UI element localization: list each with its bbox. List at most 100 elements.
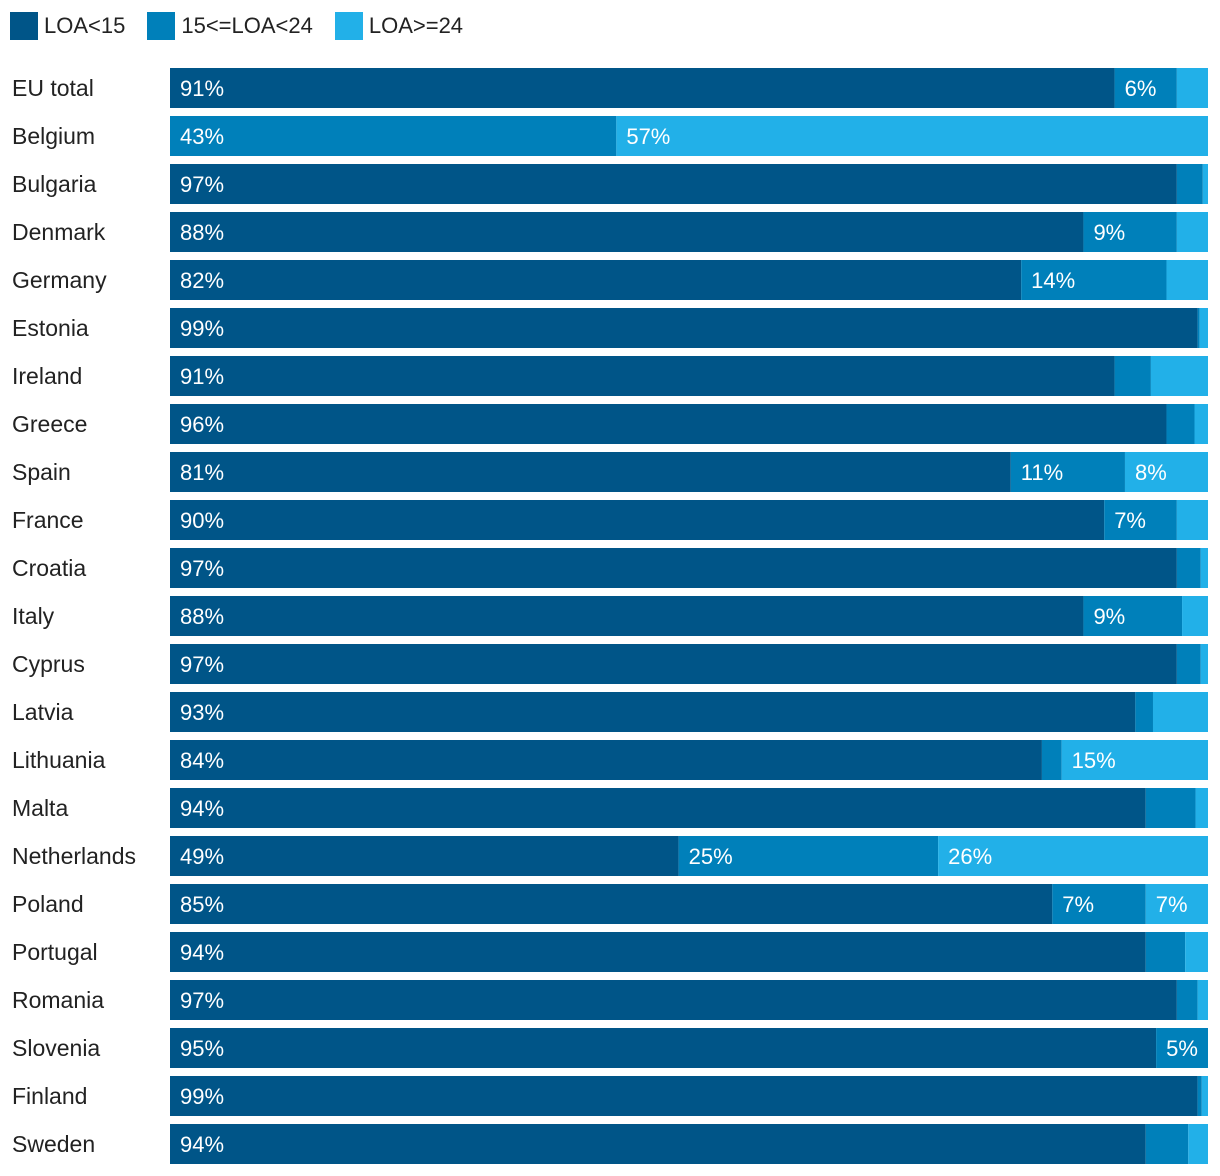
bar-segment-sweden-loa-24-plus: [1188, 1124, 1208, 1164]
data-label-eu-total-loa-15-to-24: 6%: [1125, 76, 1157, 101]
data-label-sweden-loa-under-15: 94%: [180, 1132, 224, 1157]
data-label-cyprus-loa-under-15: 97%: [180, 652, 224, 677]
data-label-croatia-loa-under-15: 97%: [180, 556, 224, 581]
category-label-romania: Romania: [12, 987, 104, 1013]
category-label-eu-total: EU total: [12, 75, 94, 101]
data-label-eu-total-loa-under-15: 91%: [180, 76, 224, 101]
data-label-portugal-loa-under-15: 94%: [180, 940, 224, 965]
category-label-bulgaria: Bulgaria: [12, 171, 97, 197]
bar-segment-latvia-loa-24-plus: [1152, 692, 1208, 732]
data-label-poland-loa-under-15: 85%: [180, 892, 224, 917]
bar-segment-eu-total-loa-under-15: [170, 68, 1115, 108]
category-label-greece: Greece: [12, 411, 87, 437]
data-label-romania-loa-under-15: 97%: [180, 988, 224, 1013]
bar-segment-malta-loa-15-to-24: [1145, 788, 1196, 828]
data-label-finland-loa-under-15: 99%: [180, 1084, 224, 1109]
category-label-malta: Malta: [12, 795, 68, 821]
category-label-finland: Finland: [12, 1083, 87, 1109]
bar-segment-poland-loa-15-to-24: [1052, 884, 1146, 924]
data-label-lithuania-loa-24-plus: 15%: [1072, 748, 1116, 773]
legend-swatch-loa-under-15: [10, 12, 38, 40]
data-label-belgium-loa-24-plus: 57%: [626, 124, 670, 149]
bar-segment-bulgaria-loa-24-plus: [1202, 164, 1208, 204]
bar-segment-latvia-loa-under-15: [170, 692, 1136, 732]
data-label-malta-loa-under-15: 94%: [180, 796, 224, 821]
bar-segment-romania-loa-24-plus: [1197, 980, 1208, 1020]
legend-swatch-loa-15-to-24: [147, 12, 176, 40]
bar-segment-netherlands-loa-24-plus: [938, 836, 1208, 876]
category-label-germany: Germany: [12, 267, 107, 293]
legend-item-loa-15-to-24: 15<=LOA<24: [147, 12, 313, 40]
data-label-denmark-loa-15-to-24: 9%: [1093, 220, 1125, 245]
data-label-greece-loa-under-15: 96%: [180, 412, 224, 437]
bar-segment-spain-loa-under-15: [170, 452, 1011, 492]
bar-segment-denmark-loa-15-to-24: [1083, 212, 1177, 252]
bar-segment-latvia-loa-15-to-24: [1135, 692, 1153, 732]
bar-segment-italy-loa-24-plus: [1182, 596, 1208, 636]
bar-segment-eu-total-loa-24-plus: [1176, 68, 1208, 108]
category-label-belgium: Belgium: [12, 123, 95, 149]
legend-label-loa-15-to-24: 15<=LOA<24: [181, 13, 313, 38]
bar-segment-france-loa-under-15: [170, 500, 1105, 540]
data-label-slovenia-loa-15-to-24: 5%: [1166, 1036, 1198, 1061]
bar-segment-romania-loa-under-15: [170, 980, 1177, 1020]
legend-label-loa-24-plus: LOA>=24: [368, 13, 464, 38]
data-label-ireland-loa-under-15: 91%: [180, 364, 224, 389]
bar-segment-finland-loa-under-15: [170, 1076, 1198, 1116]
category-label-lithuania: Lithuania: [12, 747, 106, 773]
bar-segment-croatia-loa-24-plus: [1200, 548, 1208, 588]
category-label-ireland: Ireland: [12, 363, 82, 389]
data-label-belgium-loa-15-to-24: 43%: [180, 124, 224, 149]
bar-segment-belgium-loa-24-plus: [616, 116, 1208, 156]
data-label-france-loa-under-15: 90%: [180, 508, 224, 533]
data-label-latvia-loa-under-15: 93%: [180, 700, 224, 725]
bar-segment-eu-total-loa-15-to-24: [1114, 68, 1177, 108]
bar-segment-greece-loa-15-to-24: [1166, 404, 1195, 444]
category-label-netherlands: Netherlands: [12, 843, 136, 869]
bar-segment-cyprus-loa-15-to-24: [1176, 644, 1201, 684]
bar-segment-spain-loa-15-to-24: [1010, 452, 1125, 492]
bar-segment-sweden-loa-under-15: [170, 1124, 1146, 1164]
category-label-estonia: Estonia: [12, 315, 89, 341]
bar-segment-italy-loa-15-to-24: [1083, 596, 1183, 636]
data-label-bulgaria-loa-under-15: 97%: [180, 172, 224, 197]
data-label-netherlands-loa-under-15: 49%: [180, 844, 224, 869]
category-label-spain: Spain: [12, 459, 71, 485]
category-label-portugal: Portugal: [12, 939, 98, 965]
legend-label-loa-under-15: LOA<15: [44, 13, 126, 38]
bar-segment-slovenia-loa-under-15: [170, 1028, 1157, 1068]
category-label-sweden: Sweden: [12, 1131, 95, 1157]
bar-segment-denmark-loa-24-plus: [1176, 212, 1208, 252]
bar-segment-sweden-loa-15-to-24: [1145, 1124, 1189, 1164]
bar-segment-estonia-loa-15-to-24: [1197, 308, 1200, 348]
bar-segment-germany-loa-under-15: [170, 260, 1022, 300]
data-label-germany-loa-15-to-24: 14%: [1031, 268, 1075, 293]
data-label-spain-loa-under-15: 81%: [180, 460, 224, 485]
bar-segment-cyprus-loa-24-plus: [1200, 644, 1208, 684]
data-label-poland-loa-15-to-24: 7%: [1062, 892, 1094, 917]
bar-segment-bulgaria-loa-under-15: [170, 164, 1177, 204]
bar-segment-greece-loa-under-15: [170, 404, 1167, 444]
data-label-spain-loa-24-plus: 8%: [1135, 460, 1167, 485]
bar-segment-ireland-loa-under-15: [170, 356, 1115, 396]
bar-segment-france-loa-15-to-24: [1104, 500, 1177, 540]
category-label-cyprus: Cyprus: [12, 651, 85, 677]
bar-segment-ireland-loa-15-to-24: [1114, 356, 1151, 396]
bar-segment-denmark-loa-under-15: [170, 212, 1084, 252]
category-label-denmark: Denmark: [12, 219, 106, 245]
data-label-netherlands-loa-24-plus: 26%: [948, 844, 992, 869]
legend-item-loa-under-15: LOA<15: [10, 12, 125, 40]
bar-segment-finland-loa-15-to-24: [1197, 1076, 1202, 1116]
data-label-netherlands-loa-15-to-24: 25%: [689, 844, 733, 869]
bar-segment-belgium-loa-15-to-24: [170, 116, 617, 156]
bar-segment-portugal-loa-24-plus: [1185, 932, 1208, 972]
bar-segment-malta-loa-24-plus: [1195, 788, 1208, 828]
data-label-italy-loa-15-to-24: 9%: [1093, 604, 1125, 629]
legend-swatch-loa-24-plus: [334, 12, 363, 40]
data-label-estonia-loa-under-15: 99%: [180, 316, 224, 341]
bar-segment-portugal-loa-15-to-24: [1145, 932, 1186, 972]
category-label-latvia: Latvia: [12, 699, 74, 725]
bar-segment-slovenia-loa-15-to-24: [1156, 1028, 1208, 1068]
bar-segment-estonia-loa-24-plus: [1199, 308, 1208, 348]
